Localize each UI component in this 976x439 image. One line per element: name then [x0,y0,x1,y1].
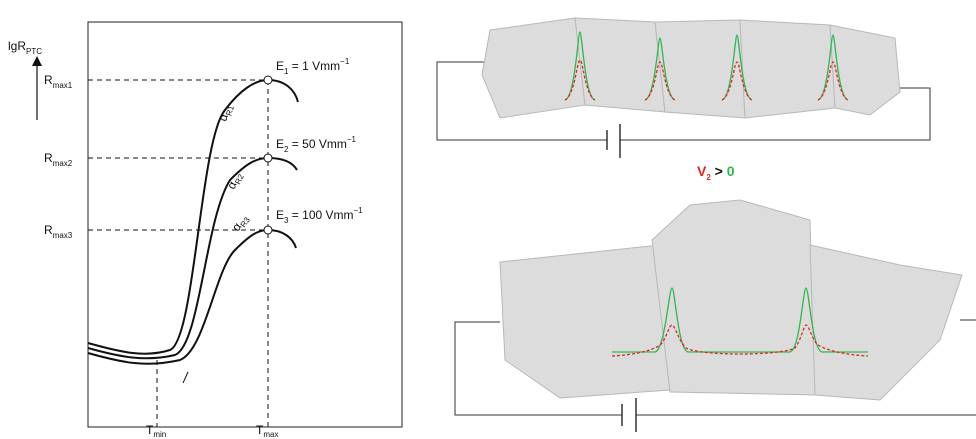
wire [436,61,931,141]
wire [454,319,976,416]
text-part: α [216,112,231,123]
text-part: max3 [53,231,73,240]
text-part: R [44,151,53,165]
peak [263,75,273,85]
field-label: E1 = 1 Vmm−1 [276,57,350,76]
text-part: > [711,163,727,179]
grain [739,19,836,119]
slope-label: αR2 [224,169,246,192]
potential-peak [564,31,849,101]
y-arrow-head [32,56,42,66]
text-part: E [276,208,284,222]
text-part: = 1 Vmm [288,59,340,73]
text-part: E [276,137,284,151]
level-label: Rmax1 [44,73,73,90]
level-label: Rmax2 [44,151,73,168]
text-part: = 50 Vmm [288,137,346,151]
text-part: R1 [224,104,236,117]
text-part: T [146,423,154,437]
grain [809,244,963,401]
text-part: R [44,223,53,237]
text-part: = 100 Vmm [288,208,353,222]
grain [481,17,586,119]
peak [263,225,273,235]
text-part: −1 [347,135,357,144]
grain [574,17,666,113]
y-axis-label: lgRPTC [8,39,42,56]
peak [263,153,273,163]
curve [87,156,298,360]
text-part: 2 [284,145,289,154]
text-part: R2 [233,172,246,186]
grain [499,244,671,399]
slope-label: αR1 [216,102,237,124]
text-part: 0 [727,163,735,179]
potential-peak [611,324,869,357]
plot-frame [87,21,403,428]
field-label: E2 = 50 Vmm−1 [276,135,357,154]
tick [182,371,189,384]
text-part: 1 [284,67,289,76]
curve [87,78,299,355]
text-part: max1 [53,81,73,90]
grain [829,24,901,116]
text-part: max2 [53,159,73,168]
level-label: Rmax3 [44,223,73,240]
potential-peak [564,59,849,101]
text-part: max [263,430,278,439]
text-part: T [256,423,264,437]
condition-label: V2 > 0 [697,163,735,182]
text-part: R [44,73,53,87]
text-part: V [697,163,707,179]
text-part: −1 [354,206,364,215]
grain [651,199,816,396]
text-part: min [153,430,166,439]
field-label: E3 = 100 Vmm−1 [276,206,363,225]
potential-peak [612,287,868,353]
slope-label: αR3 [229,211,252,235]
x-label: Tmin [146,423,166,439]
curve [87,228,297,365]
text-part: E [276,59,284,73]
x-label: Tmax [256,423,278,439]
text-part: −1 [340,57,350,66]
text-part: 2 [706,173,711,182]
text-part: PTC [26,47,42,56]
text-part: lgR [8,39,26,53]
text-part: 3 [284,216,289,225]
